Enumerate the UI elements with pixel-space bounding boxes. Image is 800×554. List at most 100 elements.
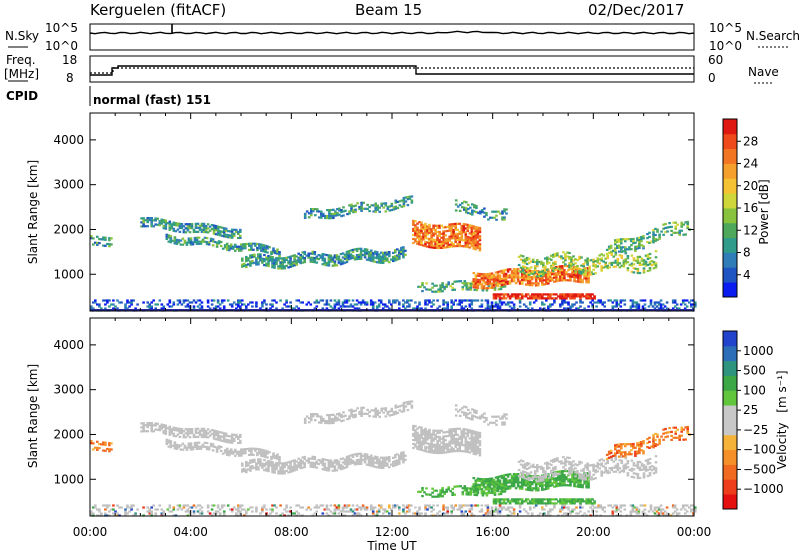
velocity-cell [171, 444, 175, 447]
power-cell [329, 254, 333, 257]
velocity-cell [329, 465, 333, 468]
velocity-cell [418, 440, 421, 443]
power-cell [256, 249, 259, 252]
power-cell [468, 240, 472, 243]
velocity-cell [388, 414, 392, 417]
velocity-cell [392, 460, 395, 464]
velocity-cell [331, 465, 335, 468]
velocity-cell [223, 451, 227, 454]
velocity-cell [451, 487, 454, 490]
power-cell [263, 264, 266, 267]
velocity-cell [459, 485, 462, 488]
velocity-cell [464, 448, 468, 451]
power-cell [337, 261, 341, 264]
power-cell [676, 231, 679, 234]
power-cell [334, 210, 337, 213]
velocity-cell [490, 491, 494, 494]
power-cell [502, 269, 506, 272]
velocity-cell [496, 512, 500, 515]
power-cell [328, 209, 331, 212]
power-cell [112, 303, 115, 306]
power-cell [436, 240, 439, 244]
power-cell [467, 203, 470, 206]
power-cell [463, 284, 467, 287]
power-cell [600, 253, 603, 256]
velocity-cell [358, 412, 361, 416]
power-cell [410, 299, 413, 302]
power-cell [518, 297, 522, 300]
power-cell [616, 246, 619, 249]
power-cell [231, 247, 235, 250]
velocity-cell [436, 451, 439, 455]
power-cell [555, 272, 558, 275]
velocity-cell [325, 512, 329, 515]
power-cell [211, 244, 215, 247]
power-cell [496, 303, 500, 306]
power-cell [265, 303, 268, 306]
power-cell [464, 237, 468, 240]
velocity-cell [402, 451, 405, 454]
velocity-cell [226, 435, 230, 438]
power-cell [496, 305, 500, 308]
velocity-cell [502, 484, 506, 487]
power-cell [582, 265, 585, 268]
power-cell [562, 261, 565, 264]
velocity-cell [641, 510, 645, 513]
power-cell [303, 250, 306, 254]
velocity-cell [426, 504, 429, 507]
power-cell [594, 266, 597, 269]
power-cell [322, 212, 325, 215]
velocity-cell [230, 439, 234, 442]
power-cell [632, 263, 636, 266]
power-cell [547, 270, 550, 273]
power-cell [648, 261, 652, 264]
velocity-cell [212, 433, 216, 436]
power-cell [552, 253, 555, 256]
velocity-cell [243, 467, 246, 470]
power-cell [340, 211, 343, 214]
power-cell [458, 238, 461, 241]
power-cell [583, 275, 586, 278]
velocity-cell [502, 482, 506, 485]
power-cell [383, 251, 387, 254]
power-cell [140, 217, 143, 220]
power-cell [580, 270, 583, 273]
power-cell [476, 240, 480, 243]
power-cell [268, 246, 271, 249]
power-cell [491, 210, 494, 213]
power-cell [498, 301, 502, 304]
power-cell [549, 277, 552, 280]
velocity-cell [460, 435, 464, 439]
velocity-cell [450, 438, 453, 441]
velocity-cell [173, 447, 177, 450]
velocity-cell [390, 463, 393, 466]
power-cell [490, 307, 494, 310]
power-cell [587, 281, 590, 284]
velocity-cell [465, 489, 469, 492]
velocity-cell [377, 504, 381, 507]
power-cell [388, 255, 391, 258]
velocity-cell [468, 451, 472, 454]
power-cell [452, 233, 455, 236]
power-cell [484, 277, 488, 280]
velocity-cell [351, 461, 355, 464]
velocity-cell [341, 506, 345, 509]
velocity-cell [350, 414, 353, 417]
power-cell [480, 277, 484, 280]
power-cell [360, 205, 363, 208]
power-cell [215, 241, 219, 244]
power-cell [464, 243, 468, 246]
velocity-cell [168, 510, 172, 513]
power-cell [248, 248, 251, 251]
power-cell [571, 273, 574, 276]
velocity-cell [187, 446, 191, 449]
power-cell [557, 269, 560, 272]
power-cell [632, 242, 635, 245]
power-cell [216, 301, 220, 304]
velocity-cell [424, 445, 427, 449]
power-cell [420, 231, 423, 234]
power-cell [192, 299, 196, 302]
velocity-cell [172, 434, 176, 437]
power-cell [369, 255, 373, 258]
power-cell [606, 256, 609, 259]
